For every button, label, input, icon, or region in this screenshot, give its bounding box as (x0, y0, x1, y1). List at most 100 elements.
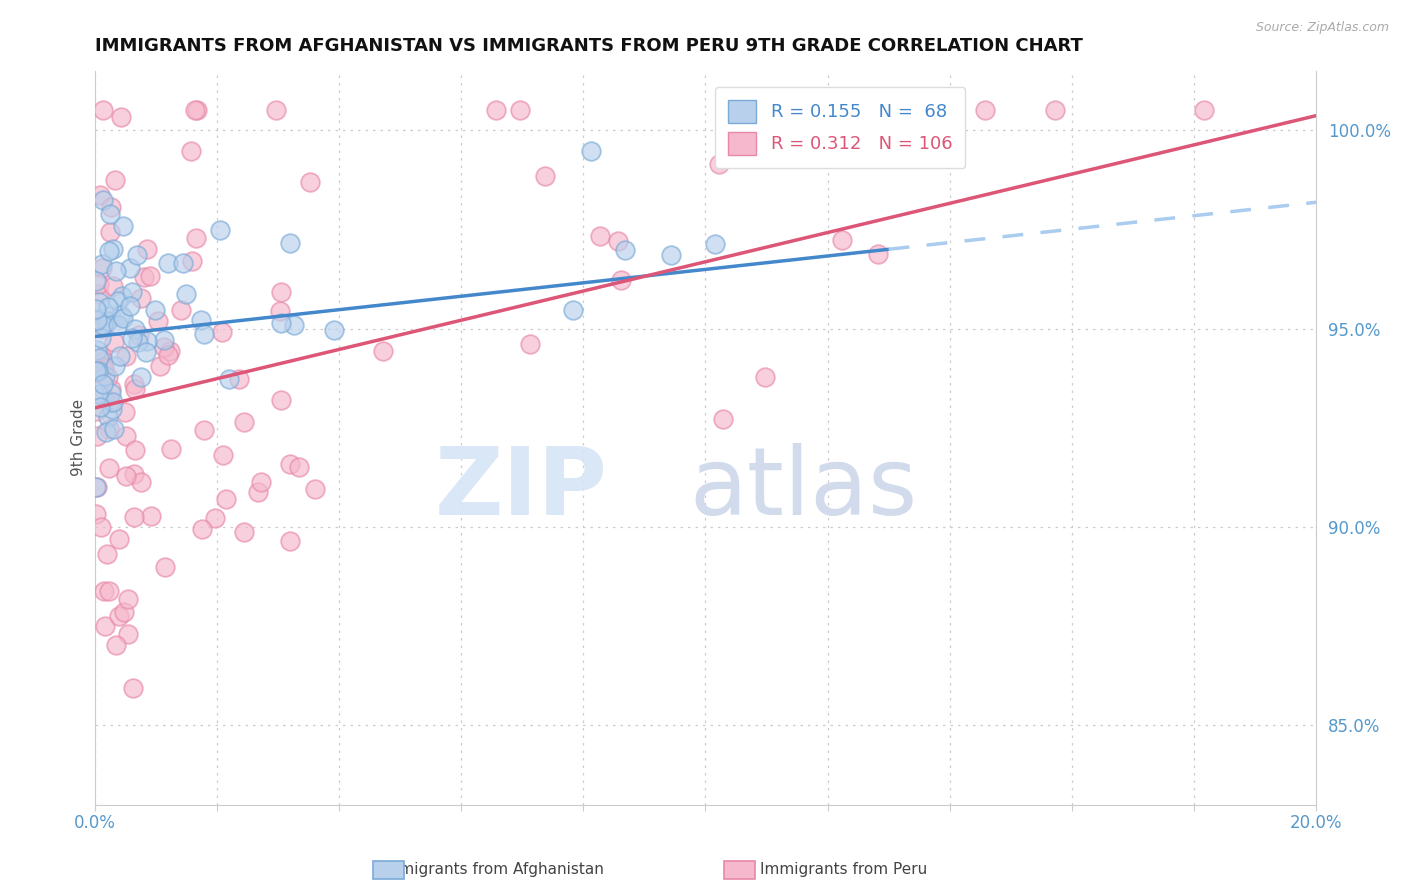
Text: atlas: atlas (689, 443, 917, 535)
Point (103, 394, 125, 409)
Point (122, 681, 145, 695)
Point (606, 234, 628, 248)
Point (614, 243, 637, 257)
Point (103, 422, 125, 436)
Point (103, 359, 125, 373)
Point (208, 223, 231, 237)
Point (110, 308, 132, 322)
Point (90, 350, 112, 364)
Point (84, 312, 107, 326)
Point (97, 370, 120, 384)
Point (97, 300, 120, 314)
Point (155, 560, 177, 574)
Point (93, 584, 115, 599)
Point (89, 401, 111, 415)
Point (371, 343, 394, 358)
Point (84, 507, 107, 521)
Point (186, 103, 208, 118)
Point (94, 619, 117, 633)
Point (174, 287, 197, 301)
Point (270, 393, 292, 408)
Point (183, 103, 205, 118)
Point (98, 396, 121, 410)
Point (288, 459, 311, 474)
Point (754, 369, 776, 384)
Point (100, 207, 122, 221)
Point (1045, 103, 1067, 118)
Point (125, 247, 148, 261)
Point (132, 269, 155, 284)
Point (91, 388, 114, 402)
Point (90, 261, 112, 276)
Point (121, 285, 143, 299)
Point (704, 236, 727, 251)
Point (156, 349, 179, 363)
Point (711, 412, 734, 426)
Point (519, 336, 541, 351)
Point (149, 359, 172, 373)
Point (100, 402, 122, 417)
Point (86, 364, 108, 378)
Point (180, 253, 202, 268)
Point (247, 485, 270, 500)
Point (94, 369, 117, 384)
Point (153, 340, 176, 354)
Point (228, 372, 250, 386)
Point (86, 343, 108, 357)
Point (104, 638, 127, 652)
Point (84, 301, 107, 316)
Point (484, 103, 506, 118)
Point (143, 303, 166, 318)
Point (190, 522, 212, 536)
Point (100, 386, 122, 401)
Text: Immigrants from Afghanistan: Immigrants from Afghanistan (380, 863, 605, 877)
Point (94, 425, 117, 439)
Point (90, 257, 112, 271)
Point (111, 288, 134, 302)
Point (86, 387, 108, 401)
Point (86, 429, 108, 443)
Point (509, 103, 531, 118)
Point (103, 278, 125, 293)
Point (323, 323, 346, 337)
Point (89, 188, 111, 202)
Point (115, 469, 138, 483)
Point (87, 351, 110, 365)
Point (298, 175, 321, 189)
Point (107, 293, 129, 308)
Point (218, 372, 240, 386)
Point (122, 509, 145, 524)
Point (96, 316, 118, 330)
Point (124, 382, 146, 396)
Point (112, 605, 135, 619)
Point (86, 480, 108, 494)
Point (974, 103, 997, 118)
Point (193, 424, 215, 438)
Point (190, 313, 212, 327)
Point (278, 457, 301, 471)
Point (115, 428, 138, 442)
Point (117, 592, 139, 607)
Point (124, 322, 146, 336)
Point (98, 460, 121, 475)
Point (831, 233, 853, 247)
Point (108, 349, 131, 363)
Point (157, 256, 180, 270)
Point (90, 331, 112, 345)
Point (91, 193, 114, 207)
Point (129, 475, 152, 490)
Point (108, 532, 131, 546)
Point (270, 316, 292, 330)
Point (1194, 103, 1216, 118)
Point (107, 318, 129, 332)
Point (97, 314, 120, 328)
Point (97, 584, 120, 599)
Text: IMMIGRANTS FROM AFGHANISTAN VS IMMIGRANTS FROM PERU 9TH GRADE CORRELATION CHART: IMMIGRANTS FROM AFGHANISTAN VS IMMIGRANT… (94, 37, 1083, 55)
Point (98, 422, 121, 436)
Point (180, 145, 202, 159)
Point (87, 295, 110, 310)
Point (100, 309, 122, 323)
Point (215, 492, 238, 507)
Point (98, 225, 121, 239)
Point (107, 608, 129, 623)
